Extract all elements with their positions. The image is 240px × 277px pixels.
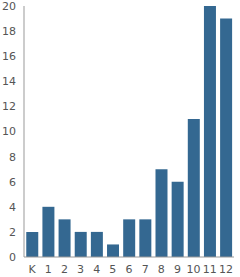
svg-text:16: 16 — [8, 50, 16, 63]
svg-text:9: 9 — [174, 263, 181, 276]
svg-text:12: 12 — [8, 100, 16, 113]
svg-text:2: 2 — [61, 263, 68, 276]
svg-text:4: 4 — [93, 263, 100, 276]
svg-text:K: K — [28, 263, 36, 276]
svg-text:11: 11 — [203, 263, 217, 276]
svg-text:8: 8 — [9, 151, 16, 164]
svg-text:6: 6 — [9, 176, 16, 189]
svg-text:4: 4 — [9, 201, 16, 214]
svg-text:6: 6 — [126, 263, 133, 276]
svg-text:8: 8 — [158, 263, 165, 276]
svg-text:5: 5 — [109, 263, 116, 276]
svg-text:18: 18 — [8, 25, 16, 38]
svg-text:1: 1 — [45, 263, 52, 276]
svg-text:14: 14 — [8, 75, 16, 88]
svg-text:0: 0 — [9, 251, 16, 264]
svg-text:10: 10 — [187, 263, 201, 276]
svg-text:2: 2 — [9, 226, 16, 239]
svg-text:3: 3 — [77, 263, 84, 276]
svg-text:7: 7 — [142, 263, 149, 276]
svg-text:10: 10 — [8, 125, 16, 138]
svg-text:12: 12 — [219, 263, 232, 276]
svg-text:20: 20 — [8, 0, 16, 13]
